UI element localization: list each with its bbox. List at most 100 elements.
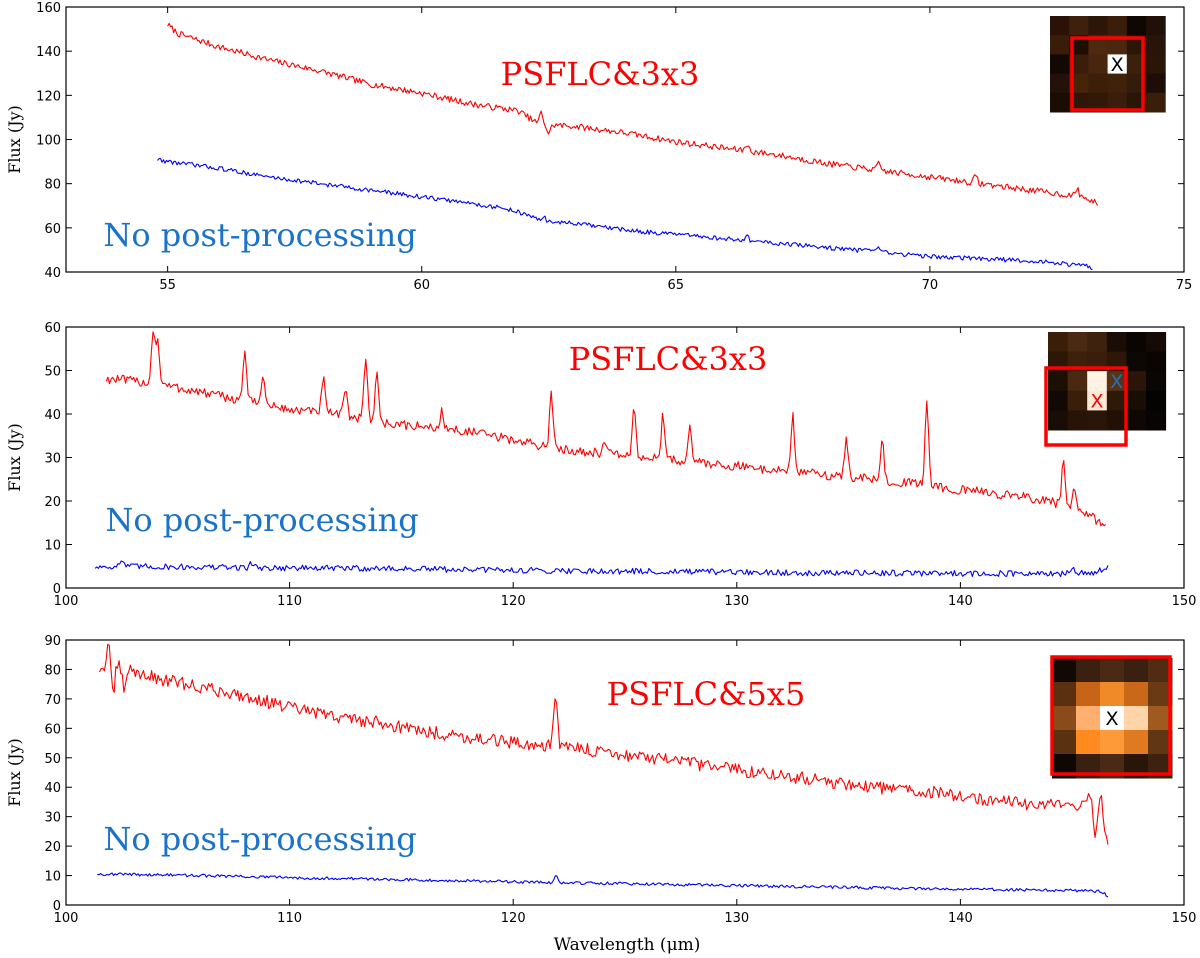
- inset-middle: XX: [1044, 332, 1167, 447]
- aperture-box: [1050, 655, 1172, 776]
- y-tick-label: 40: [44, 408, 61, 423]
- inset-pixel: [1048, 371, 1069, 392]
- inset-pixel: [1050, 54, 1070, 75]
- x-tick-label: 100: [54, 594, 79, 609]
- inset-pixel: [1088, 73, 1109, 94]
- inset-pixel: [1088, 54, 1109, 75]
- inset-pixel: [1146, 16, 1166, 36]
- inset-pixel: [1067, 332, 1088, 353]
- series-line-processed: [167, 22, 1099, 206]
- x-tick-label: 130: [724, 594, 749, 609]
- y-tick-label: 30: [44, 811, 61, 826]
- series-layer-bottom: [97, 643, 1109, 898]
- x-tick-label: 70: [922, 278, 939, 293]
- inset-pixel: [1048, 410, 1069, 431]
- inset-pixel: [1106, 410, 1127, 431]
- y-axis-label-top: Flux (Jy): [5, 105, 24, 174]
- inset-pixel: [1069, 92, 1089, 113]
- inset-pixel: [1087, 410, 1108, 431]
- inset-pixel: [1126, 332, 1147, 353]
- source-marker: X: [1105, 708, 1118, 730]
- inset-pixel: [1048, 390, 1069, 411]
- inset-pixel: [1106, 390, 1127, 411]
- inset-pixel: [1100, 682, 1125, 707]
- y-tick-label: 140: [36, 45, 61, 60]
- y-tick-label: 50: [44, 365, 61, 380]
- x-tick-label: 75: [1176, 278, 1193, 293]
- ticks-top: 55 60 65 70 75 40 60 80 100 120 140 160: [36, 1, 1192, 293]
- series-line-raw: [157, 157, 1093, 271]
- inset-pixel: [1069, 16, 1089, 36]
- inset-pixel: [1052, 658, 1077, 683]
- inset-pixel: [1050, 73, 1070, 94]
- source-marker: X: [1090, 391, 1103, 413]
- x-tick-label: 120: [501, 594, 526, 609]
- raw-label: No post-processing: [103, 216, 416, 254]
- inset-pixel: [1087, 390, 1108, 411]
- inset-pixel: [1146, 35, 1166, 55]
- inset-pixel: [1067, 410, 1088, 431]
- inset-pixel: [1146, 351, 1167, 372]
- source-marker: X: [1110, 371, 1123, 393]
- y-tick-label: 50: [44, 752, 61, 767]
- inset-pixel: [1076, 682, 1101, 707]
- y-tick-label: 40: [44, 781, 61, 796]
- plot-frame-middle: [65, 326, 1185, 589]
- inset-pixel: [1100, 730, 1125, 755]
- inset-pixel: [1146, 332, 1167, 353]
- x-axis-label: Wavelength (μm): [554, 935, 701, 955]
- processed-label: PSFLC&3x3: [501, 55, 700, 93]
- series-layer-middle: [94, 331, 1109, 578]
- aperture-box: [1070, 36, 1145, 112]
- inset-pixel: [1087, 371, 1108, 392]
- inset-pixel: [1088, 35, 1109, 55]
- x-tick-label: 110: [277, 911, 302, 926]
- y-tick-label: 10: [44, 870, 61, 885]
- x-tick-label: 150: [1172, 911, 1197, 926]
- x-tick-label: 120: [501, 911, 526, 926]
- x-tick-label: 150: [1172, 594, 1197, 609]
- inset-pixel: [1126, 16, 1147, 36]
- annotations-top: PSFLC&3x3 No post-processing: [103, 55, 699, 254]
- inset-pixel: [1076, 730, 1101, 755]
- series-layer-top: [157, 22, 1099, 271]
- processed-label: PSFLC&3x3: [569, 340, 768, 378]
- panel-top: X PSFLC&3x3 No post-processing 55 60 65 70 75…: [5, 1, 1192, 293]
- inset-pixel: [1146, 371, 1167, 392]
- inset-pixel: [1124, 682, 1149, 707]
- y-tick-label: 40: [44, 266, 61, 281]
- y-tick-label: 90: [44, 634, 61, 649]
- y-axis-label-middle: Flux (Jy): [5, 423, 24, 492]
- inset-pixel: [1076, 658, 1101, 683]
- x-tick-label: 140: [948, 594, 973, 609]
- inset-pixel: [1050, 92, 1070, 113]
- inset-pixel: [1107, 73, 1128, 94]
- source-marker: X: [1111, 54, 1124, 76]
- inset-pixel: [1124, 706, 1149, 731]
- inset-pixel: [1146, 410, 1167, 431]
- inset-pixel: [1069, 35, 1089, 55]
- y-tick-label: 0: [53, 899, 61, 914]
- y-tick-label: 120: [36, 89, 61, 104]
- inset-pixel: [1107, 16, 1128, 36]
- inset-pixel: [1146, 54, 1166, 75]
- inset-pixel: [1100, 658, 1125, 683]
- y-tick-label: 160: [36, 1, 61, 16]
- inset-pixel: [1100, 706, 1125, 731]
- inset-pixel: [1088, 92, 1109, 113]
- inset-pixel: [1107, 92, 1128, 113]
- y-tick-label: 60: [44, 222, 61, 237]
- x-tick-label: 55: [159, 278, 176, 293]
- y-tick-label: 20: [44, 495, 61, 510]
- plot-frame-bottom: [65, 639, 1185, 906]
- inset-pixel: [1052, 730, 1077, 755]
- inset-pixel: [1052, 706, 1077, 731]
- inset-pixel: [1050, 35, 1070, 55]
- inset-pixel: [1069, 73, 1089, 94]
- raw-label: No post-processing: [105, 501, 418, 539]
- x-tick-label: 100: [54, 911, 79, 926]
- y-tick-label: 70: [44, 693, 61, 708]
- inset-pixel: [1052, 682, 1077, 707]
